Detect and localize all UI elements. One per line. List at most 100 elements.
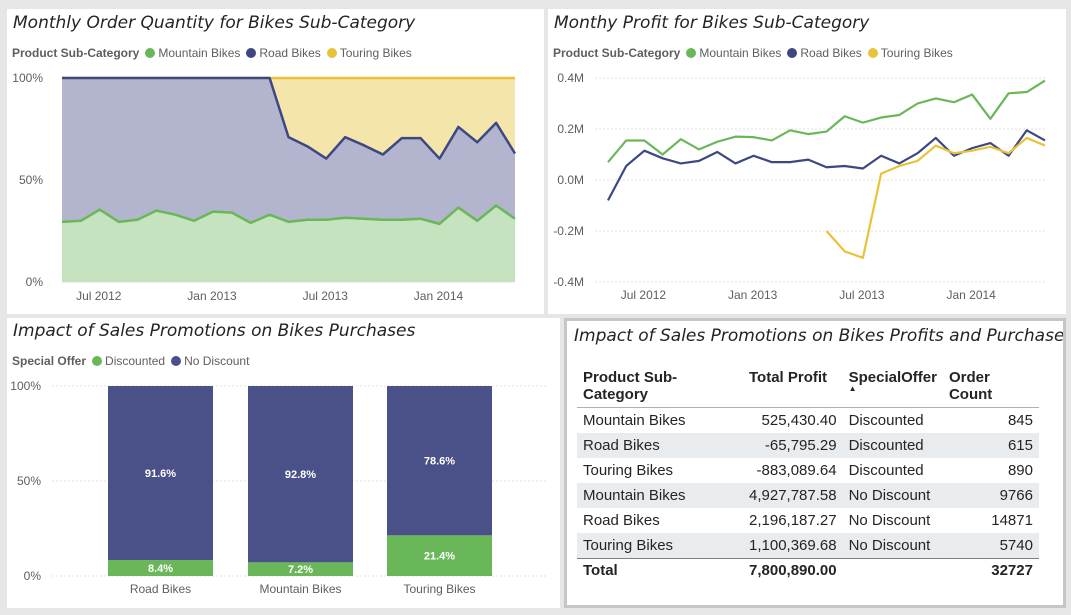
no-discount-bar [387, 386, 492, 536]
subcategory-cell: Touring Bikes [577, 533, 743, 559]
x-tick-label: Mountain Bikes [259, 582, 341, 596]
y-tick-label: 50% [19, 173, 43, 187]
table-row[interactable]: Touring Bikes 1,100,369.68 No Discount 5740 [577, 533, 1039, 559]
mountain-bikes-line [61, 204, 516, 226]
discounted-bar [387, 535, 492, 576]
promo-title: Impact of Sales Promotions on Bikes Purc… [13, 321, 416, 341]
legend-dot-icon [92, 356, 103, 366]
column-header-order-count[interactable]: Order Count [942, 365, 1039, 408]
no-discount-data-label: 92.8% [285, 469, 316, 481]
mountain-bikes-line [607, 79, 1046, 163]
order-count-cell: 890 [1007, 462, 1033, 479]
legend-dot-icon [171, 356, 182, 366]
total-profit-cell: 1,100,369.68 [743, 533, 843, 559]
total-profit-cell: 7,800,890.00 [743, 558, 843, 581]
x-tick-label: Jan 2014 [946, 288, 996, 302]
no-discount-bar [248, 386, 353, 563]
legend-item-mountain[interactable]: Mountain Bikes [145, 46, 240, 60]
subcategory-cell: Mountain Bikes [583, 412, 686, 429]
profit-chart: 0.4M 0.2M 0.0M -0.2M -0.4M Jul 2012 Jan 2013 Ju… [553, 71, 1046, 302]
y-tick-label: 0% [26, 275, 44, 289]
order-count-cell: 14871 [991, 512, 1033, 529]
no-discount-bar [108, 386, 213, 561]
table-row[interactable]: Road Bikes 2,196,187.27 No Discount 14871 [577, 508, 1039, 533]
legend-item-road[interactable]: Road Bikes [246, 46, 321, 60]
discounted-data-label: 7.2% [288, 564, 313, 576]
legend-dot-icon [326, 48, 337, 58]
legend-label: Mountain Bikes [699, 46, 782, 60]
legend-item-discounted[interactable]: Discounted [92, 354, 165, 368]
y-tick-label: 0.4M [557, 71, 584, 85]
touring-bikes-area [62, 78, 515, 159]
table-row[interactable]: Mountain Bikes 525,430.40 Discounted 845 [577, 408, 1039, 434]
sort-ascending-icon: ▲ [848, 384, 857, 393]
legend-item-mountain[interactable]: Mountain Bikes [686, 46, 781, 60]
column-header-total-profit[interactable]: Total Profit [743, 365, 843, 408]
x-tick-label: Jul 2012 [621, 288, 667, 302]
discounted-bar [108, 560, 213, 576]
special-offer-cell: Discounted [842, 433, 943, 458]
x-tick-label: Jul 2012 [76, 289, 122, 303]
table-row[interactable]: Mountain Bikes 4,927,787.58 No Discount 976… [577, 483, 1039, 508]
legend-item-no-discount[interactable]: No Discount [171, 354, 249, 368]
table-row[interactable]: Touring Bikes -883,089.64 Discounted 890 [577, 458, 1039, 483]
order-quantity-panel: Monthly Order Quantity for Bikes Sub-Cat… [7, 9, 544, 314]
order-count-cell: 615 [942, 433, 1039, 458]
x-tick-label: Jan 2013 [728, 288, 778, 302]
legend-item-touring[interactable]: Touring Bikes [867, 46, 953, 60]
special-offer-cell: No Discount [842, 483, 943, 508]
special-offer-cell: Discounted [848, 462, 924, 479]
x-tick-label: Jan 2013 [187, 289, 237, 303]
total-profit-cell: 2,196,187.27 [749, 512, 837, 529]
touring-bikes-line [825, 136, 1046, 259]
y-tick-label: 100% [12, 71, 43, 85]
profit-purchases-table: Product Sub-Category Total Profit Specia… [577, 365, 1039, 581]
column-header-special-offer[interactable]: SpecialOffer ▲ [842, 365, 943, 408]
special-offer-cell: Discounted [848, 412, 924, 429]
total-profit-cell: -883,089.64 [756, 462, 837, 479]
no-discount-data-label: 91.6% [145, 468, 176, 480]
no-discount-data-label: 78.6% [424, 456, 455, 468]
y-tick-label: 0.0M [557, 173, 584, 187]
special-offer-cell: No Discount [848, 512, 931, 529]
legend-label: Discounted [105, 354, 166, 368]
promo-chart: 100% 50% 0% 8.4% 91.6% Road Bikes 7.2% 92.8% Mou… [10, 379, 547, 596]
profit-title: Monthy Profit for Bikes Sub-Category [554, 13, 870, 33]
promo-panel: Impact of Sales Promotions on Bikes Purc… [7, 318, 560, 608]
legend-label: Touring Bikes [880, 46, 953, 60]
x-tick-label: Road Bikes [130, 582, 191, 596]
subcategory-cell: Road Bikes [577, 433, 743, 458]
road-bikes-line [607, 129, 1046, 201]
special-offer-cell [842, 558, 943, 581]
order-count-cell: 5740 [942, 533, 1039, 559]
road-bikes-line [62, 76, 517, 160]
table-total-row[interactable]: Total 7,800,890.00 32727 [577, 558, 1039, 581]
order-count-cell: 9766 [942, 483, 1039, 508]
discounted-data-label: 21.4% [424, 551, 455, 563]
legend-dot-icon [867, 48, 878, 58]
legend-title: Product Sub-Category [553, 46, 681, 60]
column-header-subcategory[interactable]: Product Sub-Category [577, 365, 743, 408]
subcategory-cell: Touring Bikes [583, 462, 674, 479]
subcategory-cell: Total [577, 558, 743, 581]
order-count-cell: 32727 [942, 558, 1039, 581]
legend-label: Road Bikes [800, 46, 862, 60]
total-profit-cell: 4,927,787.58 [743, 483, 843, 508]
subcategory-cell: Road Bikes [583, 512, 660, 529]
order-quantity-title: Monthly Order Quantity for Bikes Sub-Cat… [13, 13, 416, 33]
total-profit-cell: -65,795.29 [743, 433, 843, 458]
table-panel: Impact of Sales Promotions on Bikes Prof… [564, 318, 1066, 608]
order-quantity-chart: 100% 50% 0% Jul 2012 Jan 2013 Jul 2013 Jan 201… [12, 71, 517, 303]
table-row[interactable]: Road Bikes -65,795.29 Discounted 615 [577, 433, 1039, 458]
y-tick-label: 50% [17, 474, 41, 488]
legend-item-road[interactable]: Road Bikes [787, 46, 862, 60]
legend-item-touring[interactable]: Touring Bikes [326, 46, 412, 60]
legend-dot-icon [787, 48, 798, 58]
y-tick-label: -0.4M [553, 275, 584, 289]
subcategory-cell: Mountain Bikes [577, 483, 743, 508]
mountain-bikes-area [62, 205, 515, 282]
table-title: Impact of Sales Promotions on Bikes Prof… [574, 326, 1066, 346]
x-tick-label: Jul 2013 [839, 288, 885, 302]
legend-title: Special Offer [12, 354, 87, 368]
discounted-data-label: 8.4% [148, 563, 173, 575]
